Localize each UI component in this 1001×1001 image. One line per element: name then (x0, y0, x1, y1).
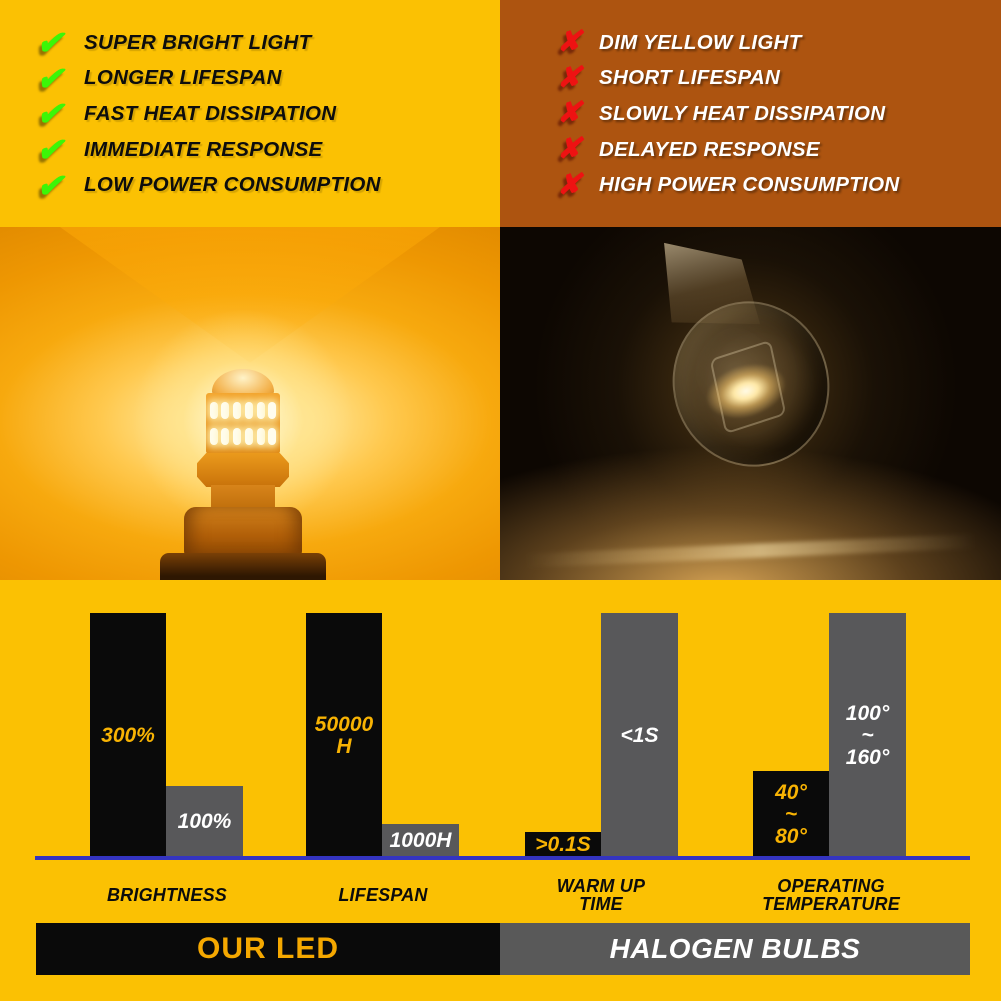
bar-value-label: <1S (620, 723, 659, 747)
led-bulb-photo (0, 227, 500, 580)
comparison-header: ✔ SUPER BRIGHT LIGHT ✔ LONGER LIFESPAN ✔ FAST… (0, 0, 1001, 227)
con-item: ✘ SHORT LIFESPAN (557, 61, 1001, 97)
checkmark-icon: ✔ (36, 59, 64, 97)
led-chip-row (206, 428, 280, 445)
pro-item: ✔ FAST HEAT DISSIPATION (36, 96, 500, 132)
bar-led-lifespan: 50000 H (306, 613, 382, 858)
checkmark-icon: ✔ (36, 95, 64, 133)
led-socket (184, 507, 302, 556)
chart-legend: OUR LED HALOGEN BULBS (36, 923, 970, 975)
bar-halogen-lifespan: 1000H (382, 824, 459, 858)
con-label: SHORT LIFESPAN (599, 66, 781, 90)
category-label-brightness: BRIGHTNESS (106, 885, 227, 905)
con-label: HIGH POWER CONSUMPTION (599, 173, 900, 197)
pro-label: SUPER BRIGHT LIGHT (84, 30, 312, 54)
con-item: ✘ DELAYED RESPONSE (557, 132, 1001, 168)
halogen-cons-panel: ✘ DIM YELLOW LIGHT ✘ SHORT LIFESPAN ✘ SLOWLY … (500, 0, 1001, 227)
bar-value-label: 100% (177, 810, 232, 833)
bar-halogen-brightness: 100% (166, 786, 243, 858)
cross-icon: ✘ (557, 168, 582, 201)
pro-item: ✔ IMMEDIATE RESPONSE (36, 132, 500, 168)
pro-item: ✔ LONGER LIFESPAN (36, 61, 500, 97)
cross-icon: ✘ (557, 133, 582, 166)
bar-halogen-warm up-time: <1S (601, 613, 678, 858)
cross-icon: ✘ (557, 26, 582, 59)
con-label: SLOWLY HEAT DISSIPATION (599, 101, 886, 125)
bar-value-label: 50000 H (314, 712, 374, 758)
led-chip-array (206, 393, 280, 454)
category-label-operating-temperature: OPERATING TEMPERATURE (762, 876, 900, 914)
bar-value-label: 40° ~80° (775, 780, 807, 848)
pro-item: ✔ SUPER BRIGHT LIGHT (36, 25, 500, 61)
led-pros-panel: ✔ SUPER BRIGHT LIGHT ✔ LONGER LIFESPAN ✔ FAST… (0, 0, 500, 227)
bar-halogen-operating-temperature: 100° ~160° (829, 613, 906, 858)
con-label: DELAYED RESPONSE (599, 137, 820, 161)
pro-item: ✔ LOW POWER CONSUMPTION (36, 167, 500, 203)
pro-label: FAST HEAT DISSIPATION (84, 101, 337, 125)
floor-light-streak (500, 533, 1001, 569)
checkmark-icon: ✔ (36, 166, 64, 204)
led-chip-row (206, 402, 280, 419)
led-base-flange (160, 553, 326, 580)
halogen-cons-list: ✘ DIM YELLOW LIGHT ✘ SHORT LIFESPAN ✘ SLOWLY … (500, 0, 1001, 203)
category-label-lifespan: LIFESPAN (338, 885, 428, 905)
bar-led-brightness: 300% (90, 613, 166, 858)
checkmark-icon: ✔ (36, 24, 64, 62)
con-item: ✘ SLOWLY HEAT DISSIPATION (557, 96, 1001, 132)
con-item: ✘ HIGH POWER CONSUMPTION (557, 167, 1001, 203)
halogen-bulb-photo (500, 227, 1001, 580)
checkmark-icon: ✔ (36, 131, 64, 169)
category-label-warm up-time: WARM UP TIME (556, 876, 646, 914)
bar-led-warm up-time: >0.1S (525, 832, 601, 858)
bar-value-label: >0.1S (535, 833, 591, 856)
bar-value-label: 300% (101, 723, 155, 747)
con-item: ✘ DIM YELLOW LIGHT (557, 25, 1001, 61)
product-photos (0, 227, 1001, 580)
cross-icon: ✘ (557, 61, 582, 94)
pro-label: LONGER LIFESPAN (84, 66, 282, 90)
legend-our-led: OUR LED (36, 923, 500, 975)
bar-value-label: 1000H (389, 829, 452, 852)
bar-value-label: 100° ~160° (845, 701, 890, 769)
con-label: DIM YELLOW LIGHT (599, 30, 802, 54)
led-pros-list: ✔ SUPER BRIGHT LIGHT ✔ LONGER LIFESPAN ✔ FAST… (0, 0, 500, 203)
led-stem (211, 485, 275, 509)
bar-led-operating-temperature: 40° ~80° (753, 771, 829, 858)
comparison-bar-chart: 300% 100% 50000 H 1000H >0.1S <1S 40° ~80° 100° ~1… (0, 580, 1001, 1001)
cross-icon: ✘ (557, 97, 582, 130)
legend-halogen-bulbs: HALOGEN BULBS (500, 923, 970, 975)
led-heatsink-collar (197, 453, 289, 487)
x-axis-line (35, 856, 970, 860)
pro-label: LOW POWER CONSUMPTION (84, 173, 381, 197)
pro-label: IMMEDIATE RESPONSE (84, 137, 323, 161)
